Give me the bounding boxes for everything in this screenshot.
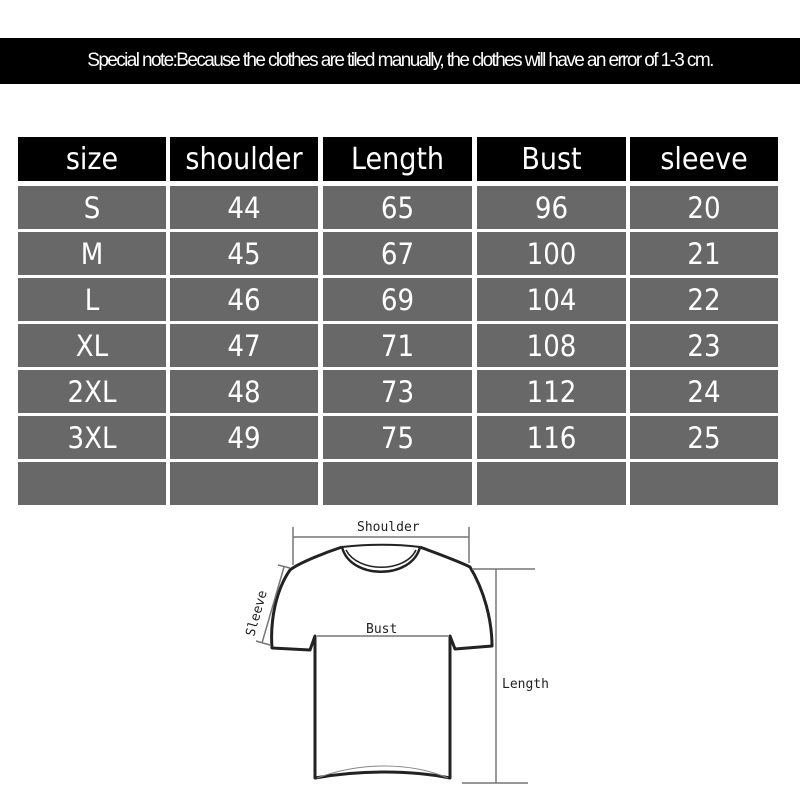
cell-size: 2XL <box>18 370 166 413</box>
cell-size: M <box>18 232 166 275</box>
cell-sleeve: 21 <box>630 232 778 275</box>
cell-shoulder: 47 <box>170 324 318 367</box>
cell-size <box>18 462 166 505</box>
special-note-banner: Special note:Because the clothes are til… <box>0 38 800 84</box>
cell-length <box>323 462 472 505</box>
cell-shoulder: 46 <box>170 278 318 321</box>
header-size: size <box>18 137 166 181</box>
header-sleeve: sleeve <box>630 137 778 181</box>
shoulder-label: Shoulder <box>357 520 420 535</box>
bust-label: Bust <box>366 622 397 637</box>
cell-sleeve: 23 <box>630 324 778 367</box>
cell-length: 67 <box>323 232 472 275</box>
cell-size: S <box>18 186 166 229</box>
cell-shoulder: 44 <box>170 186 318 229</box>
cell-bust: 116 <box>477 416 626 459</box>
cell-bust: 112 <box>477 370 626 413</box>
cell-sleeve <box>630 462 778 505</box>
tshirt-outline <box>270 543 494 780</box>
cell-bust: 108 <box>477 324 626 367</box>
cell-length: 69 <box>323 278 472 321</box>
cell-bust: 96 <box>477 186 626 229</box>
header-bust: Bust <box>477 137 626 181</box>
cell-sleeve: 22 <box>630 278 778 321</box>
cell-size: 3XL <box>18 416 166 459</box>
header-length: Length <box>323 137 472 181</box>
length-label: Length <box>502 677 549 692</box>
cell-shoulder: 45 <box>170 232 318 275</box>
header-shoulder: shoulder <box>170 137 318 181</box>
cell-sleeve: 24 <box>630 370 778 413</box>
cell-length: 71 <box>323 324 472 367</box>
cell-length: 75 <box>323 416 472 459</box>
cell-bust <box>477 462 626 505</box>
cell-sleeve: 25 <box>630 416 778 459</box>
cell-bust: 104 <box>477 278 626 321</box>
cell-size: L <box>18 278 166 321</box>
sleeve-measure-line <box>261 566 285 644</box>
cell-bust: 100 <box>477 232 626 275</box>
measure-lines <box>255 527 535 784</box>
cell-shoulder: 48 <box>170 370 318 413</box>
cell-shoulder <box>170 462 318 505</box>
cell-size: XL <box>18 324 166 367</box>
sleeve-label: Sleeve <box>243 589 270 638</box>
cell-sleeve: 20 <box>630 186 778 229</box>
cell-length: 73 <box>323 370 472 413</box>
cell-shoulder: 49 <box>170 416 318 459</box>
cell-length: 65 <box>323 186 472 229</box>
